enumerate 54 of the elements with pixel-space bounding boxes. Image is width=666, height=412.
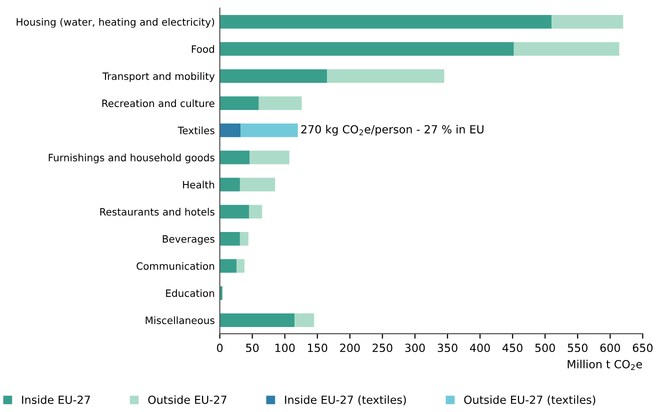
legend-label: Inside EU-27 (22, 395, 90, 404)
bar (220, 259, 237, 273)
y-tick-label: Recreation and culture (102, 99, 214, 108)
x-tick-label: 50 (246, 344, 259, 352)
y-tick-label: Furnishings and household goods (48, 154, 214, 164)
bar (552, 15, 624, 29)
x-tick-label: 350 (438, 344, 458, 352)
bar (220, 150, 250, 164)
bar (258, 96, 302, 110)
annotation: 270 kg CO$_{2}$e/person - 27 % in EU (301, 124, 484, 136)
bar (327, 69, 444, 83)
x-tick-label: 650 (632, 344, 653, 352)
x-tick-label: 150 (308, 344, 328, 352)
x-tick-label: 600 (600, 344, 620, 352)
legend-label: Outside EU-27 (148, 395, 226, 404)
y-tick-label: Beverages (162, 235, 214, 245)
bar (220, 69, 328, 83)
bar (220, 178, 240, 192)
x-tick-label: 550 (568, 344, 588, 352)
bar (220, 96, 259, 110)
bar (240, 124, 298, 138)
bar (240, 232, 248, 246)
bar (250, 150, 290, 164)
y-tick-label: Miscellaneous (146, 316, 214, 324)
x-tick-label: 300 (405, 344, 425, 352)
y-tick-label: Communication (136, 262, 214, 270)
x-tick-label: 250 (372, 344, 392, 352)
bar (220, 232, 240, 246)
y-tick-label: Textiles (178, 126, 214, 134)
bar (220, 42, 514, 56)
y-tick-label: Restaurants and hotels (100, 208, 214, 216)
x-tick-label: 0 (216, 344, 223, 352)
bar (240, 178, 276, 192)
bar (220, 204, 250, 218)
x-tick-label: 450 (502, 344, 522, 352)
bar (220, 124, 241, 138)
bar (220, 313, 295, 327)
legend-label: Outside EU-27 (textiles) (464, 395, 596, 406)
x-tick-label: 100 (275, 344, 295, 352)
x-tick-label: 500 (535, 344, 555, 352)
bar (249, 204, 262, 218)
x-tick-label: 200 (340, 344, 360, 352)
y-tick-label: Housing (water, heating and electricity) (16, 18, 214, 28)
bar (220, 15, 552, 29)
bar (514, 42, 620, 56)
y-tick-label: Health (183, 180, 214, 188)
y-tick-label: Food (192, 45, 214, 53)
x-axis-title: Million t CO$_{2}$e (568, 360, 642, 370)
y-tick-label: Education (166, 289, 214, 297)
bar (294, 313, 314, 327)
legend-label: Inside EU-27 (textiles) (285, 395, 406, 406)
y-tick-label: Transport and mobility (102, 72, 215, 82)
bar (236, 259, 245, 273)
x-tick-label: 400 (470, 344, 490, 352)
